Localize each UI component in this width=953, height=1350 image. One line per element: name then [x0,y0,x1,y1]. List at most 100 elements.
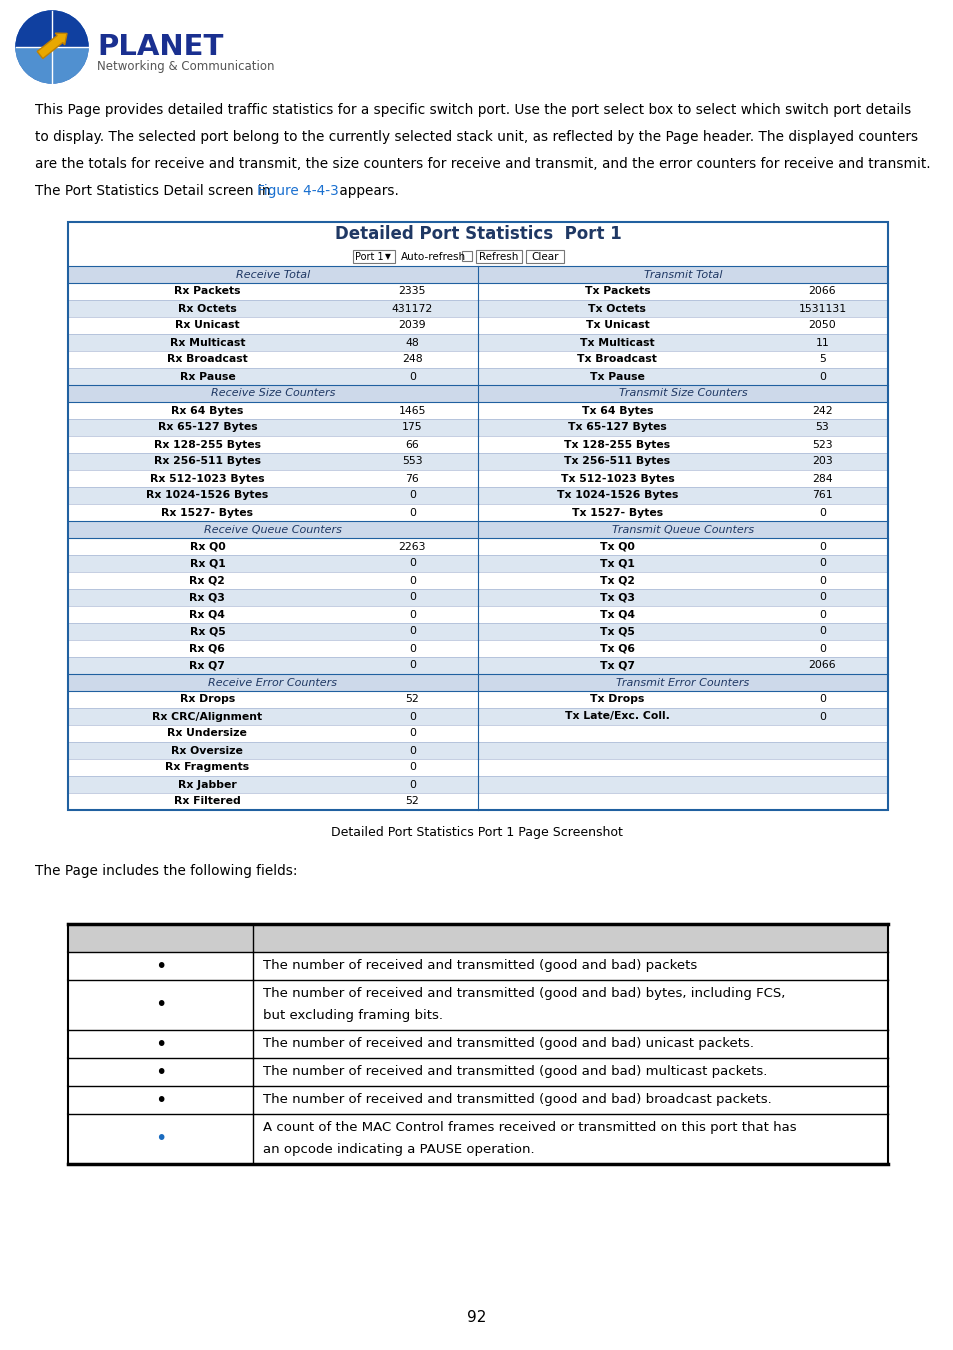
Text: This Page provides detailed traffic statistics for a specific switch port. Use t: This Page provides detailed traffic stat… [35,103,910,117]
Text: 2050: 2050 [808,320,836,331]
Text: 0: 0 [409,779,416,790]
FancyBboxPatch shape [253,923,887,952]
Text: Tx Multicast: Tx Multicast [579,338,654,347]
Text: Rx 512-1023 Bytes: Rx 512-1023 Bytes [150,474,264,483]
Text: 0: 0 [818,593,825,602]
FancyBboxPatch shape [68,317,887,333]
Text: appears.: appears. [335,184,398,198]
Text: •: • [154,957,166,976]
Text: Rx Q2: Rx Q2 [190,575,225,586]
Text: Rx Q3: Rx Q3 [190,593,225,602]
Text: Rx 256-511 Bytes: Rx 256-511 Bytes [153,456,260,467]
Text: Clear: Clear [531,251,558,262]
Text: Rx Q6: Rx Q6 [190,644,225,653]
FancyBboxPatch shape [68,952,253,980]
Text: Rx Q1: Rx Q1 [190,559,225,568]
Text: 0: 0 [409,711,416,721]
Wedge shape [16,47,88,82]
FancyBboxPatch shape [68,300,887,317]
Text: Figure 4-4-3: Figure 4-4-3 [256,184,338,198]
FancyBboxPatch shape [68,776,887,792]
Text: The number of received and transmitted (good and bad) broadcast packets.: The number of received and transmitted (… [263,1094,771,1107]
FancyBboxPatch shape [68,1085,253,1114]
FancyBboxPatch shape [68,572,887,589]
Text: Tx Q5: Tx Q5 [599,626,634,636]
FancyBboxPatch shape [68,555,887,572]
FancyBboxPatch shape [68,691,887,707]
Text: Rx Q4: Rx Q4 [190,609,225,620]
Text: Receive Queue Counters: Receive Queue Counters [204,525,341,535]
Text: Tx 1527- Bytes: Tx 1527- Bytes [571,508,662,517]
Text: Transmit Error Counters: Transmit Error Counters [616,678,749,687]
Text: 0: 0 [409,644,416,653]
Text: Tx Octets: Tx Octets [588,304,646,313]
Text: 0: 0 [409,660,416,671]
Text: Detailed Port Statistics Port 1 Page Screenshot: Detailed Port Statistics Port 1 Page Scr… [331,826,622,838]
Text: 0: 0 [409,490,416,501]
FancyBboxPatch shape [68,539,887,555]
Text: Tx 65-127 Bytes: Tx 65-127 Bytes [567,423,666,432]
FancyBboxPatch shape [68,707,887,725]
Text: 1531131: 1531131 [798,304,845,313]
Text: 523: 523 [811,440,832,450]
Text: 0: 0 [409,626,416,636]
Text: to display. The selected port belong to the currently selected stack unit, as re: to display. The selected port belong to … [35,130,917,144]
Text: Tx 512-1023 Bytes: Tx 512-1023 Bytes [560,474,674,483]
Text: 0: 0 [409,371,416,382]
Text: The number of received and transmitted (good and bad) packets: The number of received and transmitted (… [263,960,697,972]
Text: 76: 76 [405,474,418,483]
Text: 0: 0 [409,729,416,738]
Text: 0: 0 [409,593,416,602]
Text: Tx 256-511 Bytes: Tx 256-511 Bytes [564,456,670,467]
FancyBboxPatch shape [253,1030,887,1058]
Text: Port 1: Port 1 [355,251,383,262]
FancyBboxPatch shape [477,266,887,283]
FancyBboxPatch shape [68,640,887,657]
FancyBboxPatch shape [68,221,887,246]
Text: Rx 1024-1526 Bytes: Rx 1024-1526 Bytes [146,490,268,501]
Text: Rx 64 Bytes: Rx 64 Bytes [171,405,243,416]
Text: Tx Broadcast: Tx Broadcast [577,355,657,364]
Text: •: • [154,1034,166,1053]
Text: 175: 175 [401,423,422,432]
Text: Tx Packets: Tx Packets [584,286,650,297]
FancyBboxPatch shape [68,725,887,743]
Text: 431172: 431172 [392,304,433,313]
Text: Tx Drops: Tx Drops [590,694,644,705]
FancyBboxPatch shape [68,454,887,470]
Text: 0: 0 [818,609,825,620]
FancyBboxPatch shape [68,792,887,810]
FancyBboxPatch shape [68,436,887,454]
Text: 553: 553 [401,456,422,467]
FancyBboxPatch shape [525,250,563,263]
FancyBboxPatch shape [68,589,887,606]
Text: •: • [154,1130,166,1149]
FancyBboxPatch shape [68,487,887,504]
FancyBboxPatch shape [253,1058,887,1085]
FancyBboxPatch shape [68,923,253,952]
FancyBboxPatch shape [68,759,887,776]
Text: 0: 0 [818,559,825,568]
FancyBboxPatch shape [68,351,887,369]
Text: Rx Packets: Rx Packets [174,286,240,297]
Text: Rx Pause: Rx Pause [179,371,235,382]
Text: 0: 0 [818,508,825,517]
Text: •: • [154,1091,166,1110]
Text: Rx Drops: Rx Drops [179,694,234,705]
Text: Tx 64 Bytes: Tx 64 Bytes [581,405,653,416]
FancyBboxPatch shape [68,980,253,1030]
FancyBboxPatch shape [68,606,887,622]
FancyBboxPatch shape [253,952,887,980]
Text: 66: 66 [405,440,418,450]
FancyBboxPatch shape [476,250,521,263]
Text: 5: 5 [818,355,825,364]
Text: 52: 52 [405,796,418,806]
Text: Tx Q0: Tx Q0 [599,541,634,552]
Text: Rx Octets: Rx Octets [178,304,236,313]
Text: Rx Multicast: Rx Multicast [170,338,245,347]
Text: The number of received and transmitted (good and bad) bytes, including FCS,: The number of received and transmitted (… [263,987,784,1000]
Text: Receive Size Counters: Receive Size Counters [211,389,335,398]
Text: an opcode indicating a PAUSE operation.: an opcode indicating a PAUSE operation. [263,1143,534,1157]
Text: 0: 0 [818,626,825,636]
Text: •: • [154,1062,166,1081]
